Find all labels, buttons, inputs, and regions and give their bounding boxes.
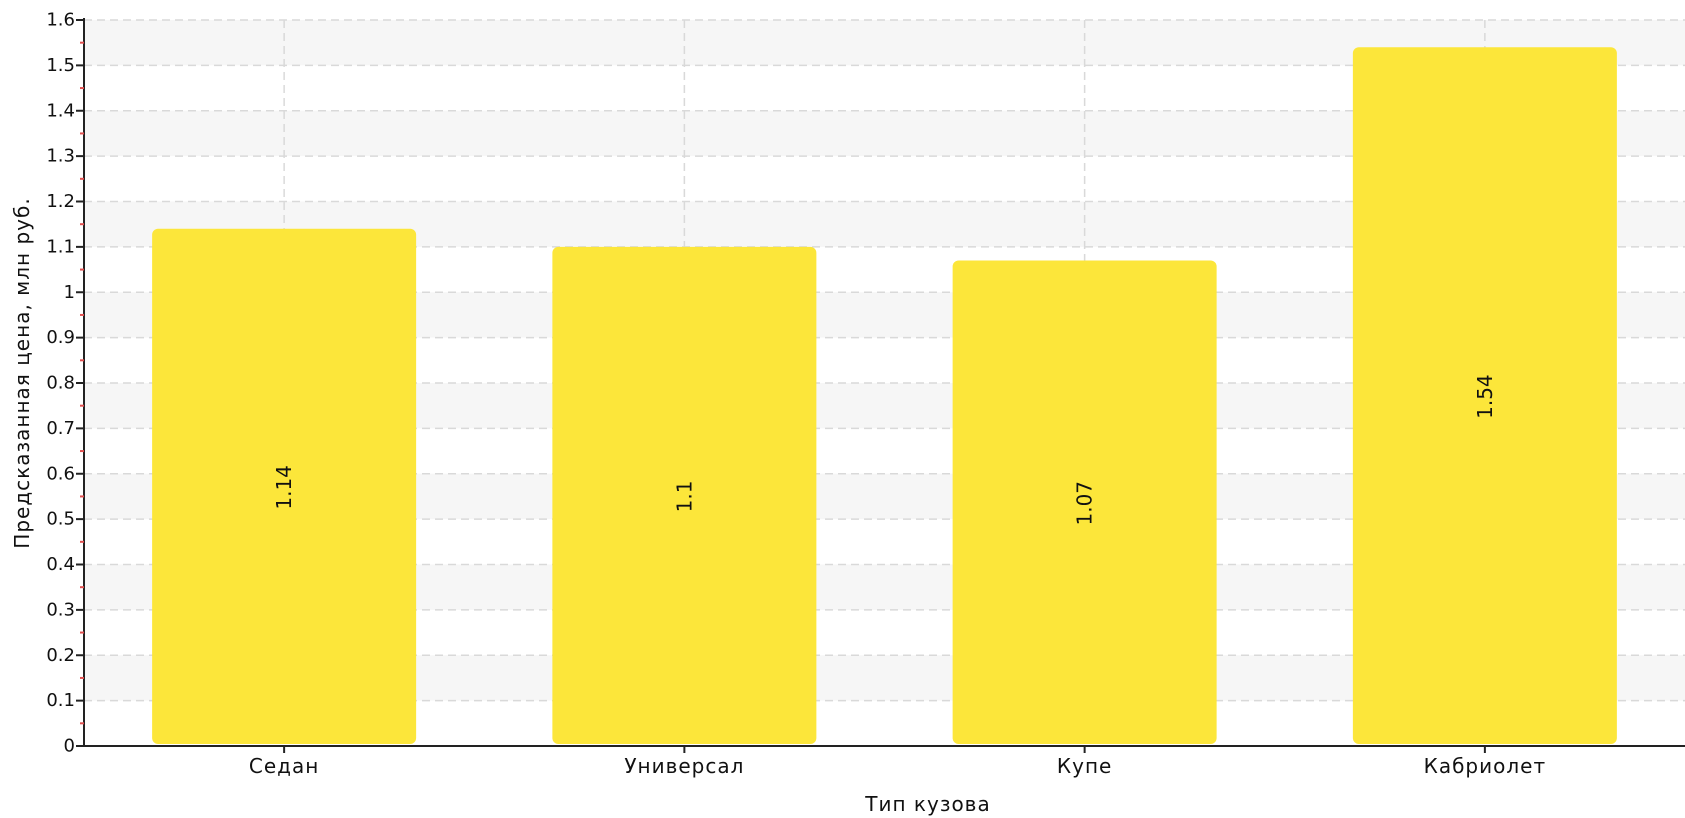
- x-axis-title: Тип кузова: [864, 792, 990, 816]
- x-tick-labels: Седан Универсал Купе Кабриолет: [249, 754, 1546, 778]
- bar: [1352, 47, 1617, 745]
- data-label: 1.07: [1073, 481, 1097, 526]
- bar: [152, 228, 417, 745]
- axes: [76, 18, 1685, 753]
- y-axis-title: Предсказанная цена, млн руб.: [10, 197, 34, 548]
- data-label: 1.14: [272, 465, 296, 510]
- y-tick-label: 1: [64, 282, 75, 303]
- y-tick-label: 0.8: [46, 373, 75, 394]
- y-tick-label: 0.1: [46, 690, 75, 711]
- bar: [952, 260, 1217, 744]
- y-tick-label: 1.4: [46, 100, 75, 121]
- y-tick-label: 1.3: [46, 146, 75, 167]
- x-tick-label: Купе: [1057, 754, 1112, 778]
- bars: [152, 47, 1617, 745]
- y-tick-label: 0.3: [46, 599, 75, 620]
- y-tick-label: 0.4: [46, 554, 75, 575]
- y-tick-label: 1.2: [46, 191, 75, 212]
- x-tick-label: Кабриолет: [1424, 754, 1546, 778]
- y-tick-label: 0: [64, 736, 75, 757]
- x-tick-label: Универсал: [624, 754, 744, 778]
- y-tick-label: 1.5: [46, 55, 75, 76]
- data-labels: 1.14 1.1 1.07 1.54: [272, 374, 1497, 525]
- bar: [552, 246, 817, 744]
- y-tick-label: 0.6: [46, 463, 75, 484]
- x-tick-label: Седан: [249, 754, 319, 778]
- data-label: 1.54: [1473, 374, 1497, 419]
- data-label: 1.1: [672, 481, 696, 513]
- y-tick-labels: 0 0.1 0.2 0.3 0.4 0.5 0.6 0.7 0.8 0.9 1 1.1 1.2 1.3 1.…: [46, 10, 75, 757]
- y-tick-label: 0.9: [46, 327, 75, 348]
- y-tick-label: 1.6: [46, 10, 75, 31]
- y-tick-label: 0.5: [46, 509, 75, 530]
- y-tick-label: 1.1: [46, 236, 75, 257]
- y-tick-label: 0.2: [46, 645, 75, 666]
- y-tick-label: 0.7: [46, 418, 75, 439]
